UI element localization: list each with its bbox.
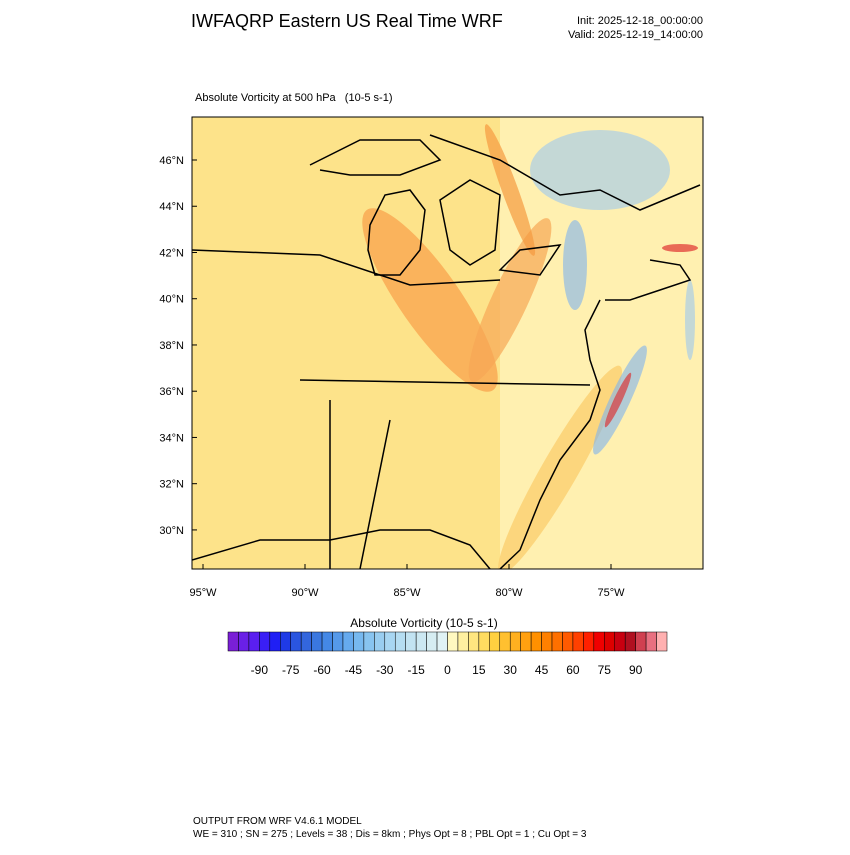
colorbar-box: [238, 631, 250, 652]
y-tick-label: 40°N: [159, 294, 184, 306]
y-tick-label: 32°N: [159, 479, 184, 491]
colorbar-box: [530, 631, 542, 652]
colorbar-box: [468, 631, 480, 652]
colorbar-box: [604, 631, 615, 652]
colorbar-box: [290, 631, 302, 652]
colorbar-box: [300, 631, 312, 652]
colorbar-box: [614, 631, 626, 652]
colorbar-box: [280, 631, 291, 652]
colorbar-tick-label: -60: [313, 663, 331, 677]
colorbar-box: [509, 631, 521, 652]
colorbar-box: [551, 631, 563, 652]
colorbar-box: [332, 631, 344, 652]
y-tick-label: 44°N: [159, 201, 184, 213]
init-time: Init: 2025-12-18_00:00:00: [577, 15, 703, 27]
colorbar-box: [572, 631, 584, 652]
colorbar-box: [259, 631, 271, 652]
colorbar-box: [269, 631, 281, 652]
colorbar-box: [321, 631, 333, 652]
colorbar-box: [311, 631, 323, 652]
colorbar-box: [384, 631, 396, 652]
colorbar-box: [374, 631, 386, 652]
y-tick-label: 30°N: [159, 525, 184, 537]
colorbar-box: [541, 631, 553, 652]
colorbar-tick-label: 30: [504, 663, 518, 677]
colorbar-box: [248, 631, 260, 652]
colorbar-box: [489, 631, 501, 652]
colorbar-box: [415, 631, 427, 652]
colorbar-box: [635, 631, 647, 652]
y-tick-label: 36°N: [159, 386, 184, 398]
x-tick-label: 75°W: [597, 587, 625, 599]
map-field: [192, 117, 703, 569]
colorbar-box: [645, 631, 657, 652]
colorbar-box: [593, 631, 605, 652]
panel-title: Absolute Vorticity at 500 hPa (10-5 s-1): [195, 92, 393, 104]
colorbar-box: [405, 631, 417, 652]
colorbar-tick-label: 0: [444, 663, 451, 677]
x-tick-label: 90°W: [291, 587, 319, 599]
colorbar-tick-label: -75: [282, 663, 300, 677]
colorbar-box: [499, 631, 511, 652]
main-title: IWFAQRP Eastern US Real Time WRF: [191, 11, 503, 31]
colorbar-box: [227, 631, 239, 652]
colorbar-box: [624, 631, 636, 652]
footer-line: WE = 310 ; SN = 275 ; Levels = 38 ; Dis …: [193, 829, 587, 840]
y-tick-label: 42°N: [159, 247, 184, 259]
colorbar-tick-label: 15: [472, 663, 486, 677]
x-tick-label: 80°W: [495, 587, 523, 599]
colorbar-box: [426, 631, 438, 652]
colorbar-tick-label: -90: [251, 663, 269, 677]
colorbar-box: [478, 631, 490, 652]
valid-time: Valid: 2025-12-19_14:00:00: [568, 29, 703, 41]
colorbar-tick-label: -30: [376, 663, 394, 677]
map-frame: [191, 116, 704, 570]
colorbar-box: [447, 631, 459, 652]
colorbar-box: [520, 631, 532, 652]
colorbar-tick-label: 60: [566, 663, 580, 677]
colorbar-box: [353, 631, 365, 652]
colorbar-tick-label: -45: [345, 663, 363, 677]
colorbar-box: [394, 631, 406, 652]
colorbar-tick-label: 75: [598, 663, 612, 677]
colorbar-box: [457, 631, 469, 652]
colorbar-box: [363, 631, 375, 652]
colorbar-box: [583, 631, 595, 652]
y-tick-label: 46°N: [159, 155, 184, 167]
x-tick-label: 85°W: [393, 587, 421, 599]
colorbar-box: [436, 631, 448, 652]
colorbar-tick-label: 90: [629, 663, 643, 677]
colorbar-tick-label: -15: [407, 663, 425, 677]
y-tick-label: 34°N: [159, 432, 184, 444]
colorbar-box: [562, 631, 574, 652]
colorbar-box: [656, 631, 668, 652]
colorbar-tick-label: 45: [535, 663, 549, 677]
colorbar-title: Absolute Vorticity (10-5 s-1): [350, 616, 497, 630]
y-tick-label: 38°N: [159, 340, 184, 352]
colorbar-box: [342, 631, 354, 652]
footer-line: OUTPUT FROM WRF V4.6.1 MODEL: [193, 816, 362, 827]
x-tick-label: 95°W: [189, 587, 217, 599]
